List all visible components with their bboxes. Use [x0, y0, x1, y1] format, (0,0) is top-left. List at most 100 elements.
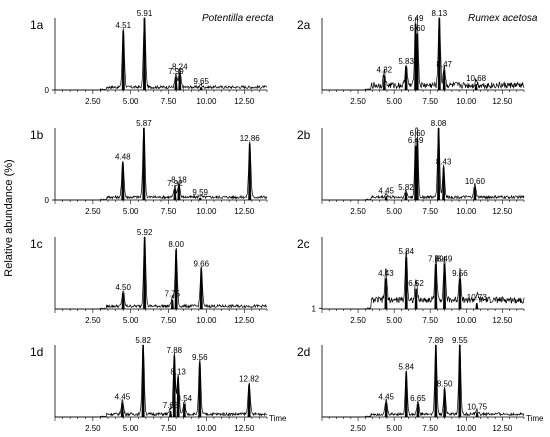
peak-9.56 — [198, 362, 202, 418]
peak-label: 8.47 — [436, 60, 452, 69]
x-tick-label: 7.50 — [161, 97, 177, 106]
x-tick-label: 12.50 — [234, 97, 255, 106]
x-tick-label: 10.00 — [196, 424, 217, 433]
peak-label: 9.56 — [192, 353, 208, 362]
x-tick-label: 7.50 — [161, 424, 177, 433]
peak-label: 8.49 — [437, 254, 453, 263]
peak-9.66 — [199, 269, 203, 310]
peak-7.88 — [172, 355, 176, 418]
x-tick-label: 12.50 — [492, 97, 513, 106]
peak-label: 9.56 — [452, 269, 468, 278]
x-tick-label: 10.00 — [196, 207, 217, 216]
peak-label: 9.66 — [193, 259, 209, 268]
x-tick-label: 5.00 — [123, 97, 139, 106]
peak-5.82 — [404, 192, 408, 201]
peak-label: 6.52 — [408, 279, 424, 288]
peak-label: 6.49 — [408, 14, 424, 23]
x-tick-label: 5.00 — [386, 316, 402, 325]
peak-8.00 — [174, 249, 178, 310]
x-tick-label: 10.00 — [456, 207, 477, 216]
x-tick-label: 5.00 — [123, 207, 139, 216]
peak-4.45 — [120, 402, 124, 418]
panel-1d: 1d 2.50 5.00 7.50 10.00 12.50 4.45 5.82 7.63 7.88… — [30, 336, 287, 433]
peak-label: 7.88 — [167, 346, 183, 355]
panel-label: 2a — [297, 18, 311, 32]
peak-8.50 — [443, 389, 447, 418]
peak-label: 12.82 — [239, 375, 260, 384]
x-tick-label: 7.50 — [161, 207, 177, 216]
peak-label: 10.73 — [467, 293, 488, 302]
peak-5.87 — [142, 127, 146, 201]
x-tick-label: 7.50 — [422, 97, 438, 106]
panel-label: 1c — [30, 237, 43, 251]
x-tick-label: 2.50 — [350, 97, 366, 106]
peak-12.82 — [247, 384, 251, 418]
peak-4.43 — [384, 278, 388, 310]
panel-label: 1d — [30, 345, 43, 359]
species-label-left: Potentilla erecta — [202, 13, 274, 24]
panel-2a: 2a 2.50 5.00 7.50 10.00 12.50 4.32 5.83 6.496.60… — [297, 9, 525, 106]
peak-10.68 — [474, 84, 478, 91]
x-tick-label: 12.50 — [234, 424, 255, 433]
x-tick-label: 5.00 — [386, 97, 402, 106]
x-tick-label: 12.50 — [234, 207, 255, 216]
peak-label: 4.48 — [115, 153, 131, 162]
x-tick-label: 5.00 — [386, 207, 402, 216]
peak-4.45 — [384, 402, 388, 418]
x-tick-label: 10.00 — [456, 316, 477, 325]
x-tick-label: 2.50 — [350, 207, 366, 216]
peak-label: 6.60 — [409, 24, 425, 33]
peak-8.54 — [182, 403, 186, 418]
peak-12.86 — [248, 143, 252, 201]
peak-5.84 — [404, 372, 408, 418]
peak-label: 8.13 — [170, 367, 186, 376]
peak-label: 7.89 — [428, 254, 444, 263]
x-tick-label: 2.50 — [85, 207, 101, 216]
x-tick-label: 7.50 — [422, 424, 438, 433]
peak-7.89 — [434, 264, 438, 310]
peak-label: 5.82 — [398, 183, 414, 192]
peak-8.13 — [437, 17, 441, 91]
y-tick-label: 0 — [45, 196, 50, 205]
x-tick-label: 12.50 — [492, 316, 513, 325]
peak-label: 10.68 — [466, 74, 487, 83]
x-tick-label: 10.00 — [196, 97, 217, 106]
peak-label: 8.43 — [436, 158, 452, 167]
peak-7.75 — [170, 299, 174, 310]
peak-label: 5.84 — [398, 247, 414, 256]
panel-label: 2d — [297, 345, 310, 359]
peak-8.43 — [442, 167, 446, 201]
species-label-right: Rumex acetosa — [468, 13, 538, 24]
peak-label: 9.55 — [452, 336, 468, 345]
peak-10.73 — [475, 303, 479, 310]
peak-label: 5.84 — [398, 362, 414, 371]
peak-10.60 — [473, 186, 477, 201]
x-tick-label: 10.00 — [196, 316, 217, 325]
peak-label: 4.43 — [378, 269, 394, 278]
series-line — [55, 127, 268, 201]
peak-label: 7.63 — [163, 401, 179, 410]
panel-1c: 1c 2.50 5.00 7.50 10.00 12.50 4.50 5.92 7.75 8.00… — [30, 228, 268, 325]
peak-6.60 — [415, 33, 419, 91]
x-tick-label: 2.50 — [85, 424, 101, 433]
x-tick-label: 5.00 — [123, 424, 139, 433]
series-line — [322, 17, 525, 91]
peak-7.89 — [434, 344, 438, 418]
peak-label: 5.82 — [135, 336, 151, 345]
series-line — [55, 17, 268, 91]
peak-5.82 — [141, 344, 145, 418]
peak-label: 4.45 — [378, 186, 394, 195]
peak-label: 4.45 — [378, 393, 394, 402]
panel-label: 1b — [30, 128, 44, 142]
x-tick-label: 2.50 — [85, 316, 101, 325]
peak-5.92 — [143, 236, 147, 310]
peak-8.18 — [177, 185, 181, 201]
peak-label: 8.18 — [171, 176, 187, 185]
peak-label: 5.91 — [137, 9, 153, 18]
peak-label: 8.00 — [168, 240, 184, 249]
series-line — [322, 344, 525, 418]
y-tick-label: 0 — [45, 86, 50, 95]
peak-9.59 — [198, 197, 202, 201]
x-tick-label: 12.50 — [234, 316, 255, 325]
